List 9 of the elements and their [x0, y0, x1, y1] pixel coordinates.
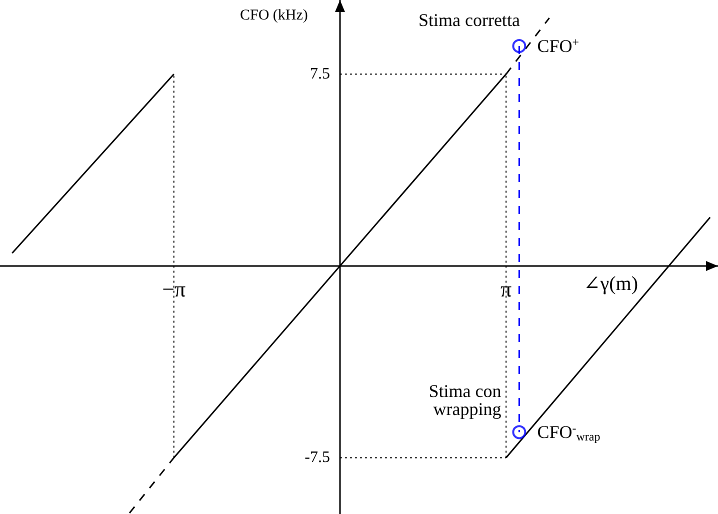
y-tick-label: -7.5	[304, 449, 330, 466]
x-tick-label: π	[500, 276, 512, 302]
annotation: CFO$^{+}$	[537, 34, 579, 58]
y-tick-label: 7.5	[310, 66, 330, 83]
annotation: Stima corretta	[418, 10, 520, 30]
annotation: Stima con wrapping	[428, 381, 506, 420]
x-axis-title: ∠γ(m)	[584, 272, 638, 295]
y-axis-title: CFO (kHz)	[240, 8, 308, 24]
x-tick-label: −π	[162, 276, 186, 302]
